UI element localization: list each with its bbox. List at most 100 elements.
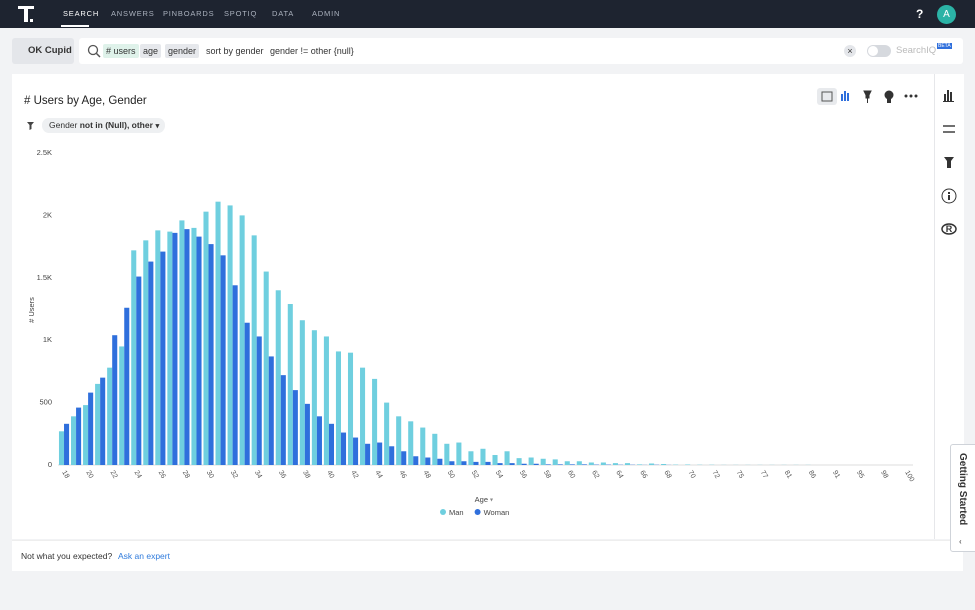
filter-field: Gender — [49, 120, 78, 130]
search-token[interactable]: age — [140, 44, 162, 58]
bar — [432, 433, 438, 465]
x-tick-label: 75 — [735, 470, 745, 480]
bar — [497, 463, 503, 465]
search-token[interactable]: gender — [165, 44, 200, 58]
x-tick-label: 86 — [807, 470, 817, 480]
bar — [335, 351, 341, 465]
search-bar: OK Cupid # users age gender sort by gend… — [12, 38, 963, 64]
bar — [196, 236, 202, 465]
bar — [504, 451, 510, 465]
search-token[interactable]: sort by gender — [206, 46, 264, 56]
svg-text:R: R — [946, 224, 953, 234]
bar — [268, 356, 274, 465]
bar — [636, 464, 643, 465]
more-button[interactable] — [904, 94, 918, 98]
y-tick-label: 1.5K — [37, 273, 52, 282]
bar — [184, 229, 190, 465]
x-tick-label: 81 — [783, 470, 793, 480]
search-box[interactable]: # users age gender sort by gender gender… — [79, 38, 963, 64]
nav-item[interactable]: PINBOARDS — [163, 9, 215, 18]
filter-chip[interactable] — [42, 118, 165, 133]
y-tick-label: 2K — [43, 210, 52, 219]
bar — [377, 442, 383, 465]
chart: # Users by Age, Gender Gender not in (Nu… — [24, 88, 918, 517]
filter-button[interactable] — [944, 157, 954, 168]
search-token[interactable]: gender != other {null} — [270, 46, 354, 56]
nav-item[interactable]: ADMIN — [312, 9, 341, 18]
nav-item[interactable]: SEARCH — [63, 9, 100, 18]
nav-item[interactable]: ANSWERS — [111, 9, 155, 18]
bar — [437, 458, 443, 465]
bar — [401, 451, 407, 465]
info-button[interactable] — [941, 188, 957, 204]
footer: Not what you expected? Ask an expert — [12, 540, 963, 571]
x-tick-label: 30 — [205, 470, 215, 480]
clear-button[interactable]: × — [844, 45, 856, 57]
bar — [485, 461, 491, 465]
bar — [461, 461, 467, 465]
ask-expert-link[interactable]: Ask an expert — [118, 551, 170, 561]
bar — [516, 458, 522, 465]
chart-config-button[interactable] — [943, 90, 954, 102]
logo[interactable] — [16, 4, 36, 24]
bar — [420, 427, 426, 465]
chart-title: # Users by Age, Gender — [24, 95, 147, 107]
help-button[interactable]: ? — [916, 7, 924, 21]
filter-icon — [27, 122, 34, 130]
table-view-button[interactable] — [817, 88, 837, 105]
nav-item[interactable]: DATA — [272, 9, 295, 18]
search-token[interactable]: # users — [103, 44, 139, 58]
bar — [275, 290, 281, 465]
legend-swatch — [474, 509, 481, 515]
bar — [468, 451, 474, 465]
bar — [588, 462, 594, 465]
bar — [239, 215, 245, 465]
bar — [179, 220, 185, 465]
bar — [304, 403, 310, 465]
bar — [533, 463, 539, 465]
bar — [311, 330, 317, 465]
x-tick-label: 60 — [566, 470, 576, 480]
bar — [360, 367, 366, 465]
bar — [280, 375, 286, 465]
chart-view-button[interactable] — [841, 91, 849, 101]
x-tick-label: 56 — [518, 470, 528, 480]
bar — [600, 462, 606, 465]
bar — [661, 464, 667, 465]
bar — [287, 304, 293, 465]
x-tick-label: 32 — [229, 470, 239, 480]
pin-button[interactable] — [863, 90, 872, 103]
r-analysis-button[interactable]: R — [941, 223, 957, 235]
bar — [540, 458, 546, 465]
data-source[interactable]: OK Cupid — [12, 38, 74, 64]
bar — [444, 443, 450, 465]
legend-label: Woman — [484, 508, 510, 517]
bar — [564, 461, 570, 465]
bar — [521, 463, 527, 465]
avatar[interactable]: A — [937, 5, 956, 24]
searchiq-label: SearchIQ — [896, 45, 937, 56]
x-tick-label: 46 — [397, 470, 407, 480]
bar — [136, 276, 142, 465]
bar — [107, 367, 113, 465]
bar — [557, 464, 563, 465]
x-tick-label: 24 — [133, 470, 143, 480]
getting-started-label: Getting Started — [957, 453, 968, 526]
x-tick-label: 52 — [470, 470, 480, 480]
bar — [389, 446, 395, 465]
y-tick-label: 2.5K — [37, 148, 52, 157]
bar — [148, 261, 154, 465]
bar — [299, 320, 305, 465]
getting-started-tab[interactable]: Getting Started ‹ — [950, 444, 975, 552]
nav-item[interactable]: SPOTIQ — [224, 9, 258, 18]
x-tick-label: 66 — [638, 470, 648, 480]
bar — [347, 352, 354, 465]
bar — [76, 407, 82, 465]
x-tick-label: 18 — [60, 470, 70, 480]
x-tick-label: 100 — [903, 470, 915, 484]
searchiq-toggle[interactable] — [867, 45, 891, 57]
settings-button[interactable] — [943, 125, 955, 133]
x-tick-label: 58 — [542, 470, 552, 480]
filter-condition: not in (Null), other — [80, 120, 154, 130]
insight-button[interactable] — [884, 90, 894, 100]
